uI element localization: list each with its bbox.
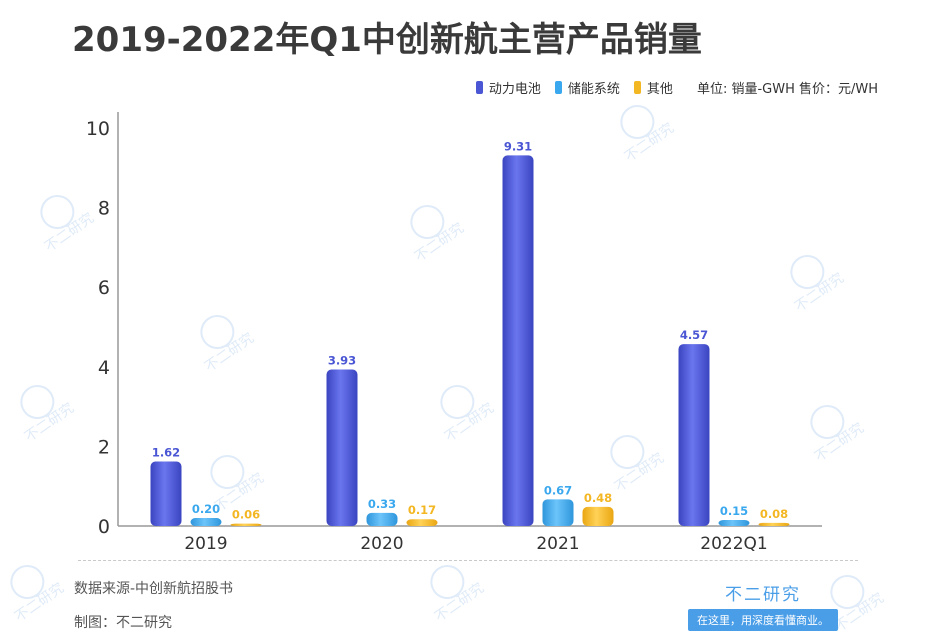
watermark-text: 不二研究 bbox=[622, 120, 677, 165]
bar-2021-0 bbox=[502, 155, 534, 526]
footer-divider bbox=[78, 560, 858, 561]
bar-2019-0 bbox=[150, 461, 182, 526]
watermark-logo-icon bbox=[40, 194, 75, 229]
chart-title: 2019-2022年Q1中创新航主营产品销量 bbox=[72, 20, 702, 60]
data-label: 9.31 bbox=[504, 139, 532, 153]
brand-logo: 不二研究 在这里，用深度看懂商业。 bbox=[688, 580, 838, 631]
data-label: 0.48 bbox=[584, 491, 612, 505]
watermark-text: 不二研究 bbox=[432, 580, 487, 625]
watermark-stamp: 不二研究 bbox=[200, 314, 257, 375]
legend-swatch-other bbox=[633, 80, 641, 94]
watermark-text: 不二研究 bbox=[412, 220, 467, 265]
watermark-logo-icon bbox=[20, 384, 55, 419]
data-label: 0.20 bbox=[192, 502, 220, 516]
data-label: 4.57 bbox=[680, 328, 708, 342]
watermark-text: 不二研究 bbox=[792, 270, 847, 315]
watermark-stamp: 不二研究 bbox=[620, 104, 677, 165]
watermark-stamp: 不二研究 bbox=[410, 204, 467, 265]
watermark-stamp: 不二研究 bbox=[790, 254, 847, 315]
brand-name: 不二研究 bbox=[725, 585, 801, 605]
data-label: 3.93 bbox=[328, 354, 356, 368]
data-label: 0.33 bbox=[368, 497, 396, 511]
bar-2019-2 bbox=[230, 523, 262, 526]
watermark-text: 不二研究 bbox=[832, 590, 887, 635]
watermark-stamp: 不二研究 bbox=[430, 564, 487, 625]
watermark-text: 不二研究 bbox=[442, 400, 497, 445]
brand-slogan: 在这里，用深度看懂商业。 bbox=[688, 609, 838, 631]
data-label: 0.08 bbox=[760, 507, 788, 521]
data-label: 0.17 bbox=[408, 503, 436, 517]
watermark-text: 不二研究 bbox=[612, 450, 667, 495]
y-tick-label: 10 bbox=[86, 118, 110, 140]
data-source-note: 数据来源-中创新航招股书 bbox=[74, 581, 234, 597]
watermark-logo-icon bbox=[610, 434, 645, 469]
unit-note: 单位: 销量-GWH 售价：元/WH bbox=[696, 81, 878, 97]
legend-label-other: 其他 bbox=[646, 81, 673, 97]
watermark-stamp: 不二研究 bbox=[810, 404, 867, 465]
watermark-logo-icon bbox=[10, 564, 45, 599]
watermark-stamp: 不二研究 bbox=[40, 194, 97, 255]
legend-item-other: 其他 bbox=[633, 78, 673, 97]
y-tick-label: 0 bbox=[98, 516, 110, 538]
watermark-logo-icon bbox=[440, 384, 475, 419]
watermark-logo-icon bbox=[810, 404, 845, 439]
bar-2022Q1-0 bbox=[678, 344, 710, 526]
watermark-logo-icon bbox=[410, 204, 445, 239]
x-tick-label: 2021 bbox=[536, 534, 579, 554]
data-label: 0.15 bbox=[720, 504, 748, 518]
watermark-stamp: 不二研究 bbox=[440, 384, 497, 445]
y-tick-label: 2 bbox=[98, 436, 110, 458]
watermark-stamp: 不二研究 bbox=[20, 384, 77, 445]
bar-2020-2 bbox=[406, 519, 438, 526]
watermark-text: 不二研究 bbox=[22, 400, 77, 445]
legend-label-storage-system: 储能系统 bbox=[567, 81, 620, 97]
y-tick-label: 4 bbox=[98, 357, 110, 379]
data-label: 0.06 bbox=[232, 508, 260, 522]
watermark-logo-icon bbox=[830, 574, 865, 609]
watermark-text: 不二研究 bbox=[812, 420, 867, 465]
x-tick-label: 2022Q1 bbox=[700, 534, 767, 554]
watermark-text: 不二研究 bbox=[42, 210, 97, 255]
watermark-text: 不二研究 bbox=[12, 580, 67, 625]
watermark-logo-icon bbox=[620, 104, 655, 139]
legend-label-power-battery: 动力电池 bbox=[488, 81, 541, 97]
bar-2020-0 bbox=[326, 369, 358, 526]
chart-legend: 动力电池 储能系统 其他 单位: 销量-GWH 售价：元/WH bbox=[475, 78, 878, 97]
watermark-logo-icon bbox=[430, 564, 465, 599]
legend-item-power-battery: 动力电池 bbox=[475, 78, 541, 97]
watermark-stamp: 不二研究 bbox=[10, 564, 67, 625]
y-tick-label: 8 bbox=[98, 198, 110, 220]
watermark-text: 不二研究 bbox=[202, 330, 257, 375]
bar-2019-1 bbox=[190, 518, 222, 526]
bar-2020-1 bbox=[366, 512, 398, 526]
x-tick-label: 2019 bbox=[184, 534, 227, 554]
x-tick-label: 2020 bbox=[360, 534, 403, 554]
bar-2022Q1-2 bbox=[758, 522, 790, 526]
bar-2021-2 bbox=[582, 506, 614, 526]
bar-2021-1 bbox=[542, 499, 574, 526]
watermark-logo-icon bbox=[790, 254, 825, 289]
chart-maker-note: 制图：不二研究 bbox=[74, 615, 172, 631]
data-label: 0.67 bbox=[544, 483, 572, 497]
watermark-logo-icon bbox=[200, 314, 235, 349]
legend-swatch-power-battery bbox=[475, 80, 483, 94]
legend-swatch-storage-system bbox=[554, 80, 562, 94]
y-tick-label: 6 bbox=[98, 277, 110, 299]
data-label: 1.62 bbox=[152, 446, 180, 460]
legend-item-storage-system: 储能系统 bbox=[554, 78, 620, 97]
watermark-stamp: 不二研究 bbox=[610, 434, 667, 495]
bar-2022Q1-1 bbox=[718, 520, 750, 526]
watermark-logo-icon bbox=[210, 454, 245, 489]
